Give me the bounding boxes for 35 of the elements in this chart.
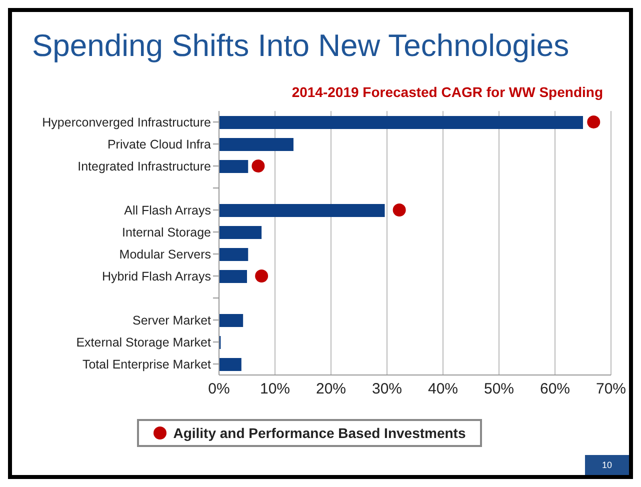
y-tick-label: Hybrid Flash Arrays (102, 269, 211, 284)
point (252, 160, 265, 172)
x-tick-label: 0% (208, 380, 230, 398)
x-tick-label: 70% (596, 380, 626, 398)
x-tick-label: 40% (428, 380, 458, 398)
x-tick-label: 60% (540, 380, 570, 398)
point (392, 204, 406, 216)
chart-title: Spending Shifts Into New Technologies (32, 28, 570, 64)
bar (219, 204, 385, 217)
x-tick-label: 10% (260, 380, 290, 398)
point (255, 270, 268, 282)
chart-subtitle: 2014-2019 Forecasted CAGR for WW Spending (292, 84, 603, 100)
x-tick-label: 20% (316, 380, 346, 398)
bar (219, 160, 248, 173)
x-tick-label: 50% (484, 380, 514, 398)
y-tick-label: Server Market (132, 313, 212, 328)
text: 10 (585, 455, 629, 475)
point (587, 116, 600, 128)
y-tick-label: All Flash Arrays (124, 203, 211, 218)
bar (219, 248, 248, 261)
legend-label: Agility and Performance Based Investments (173, 425, 466, 441)
y-tick-label: Modular Servers (119, 247, 211, 262)
bar (219, 314, 244, 327)
bar (219, 358, 242, 371)
bar (219, 226, 262, 239)
bar (219, 138, 294, 151)
y-tick-label: Internal Storage (122, 225, 212, 240)
x-tick-label: 30% (372, 380, 402, 398)
y-tick-label: Integrated Infrastructure (78, 159, 212, 174)
y-tick-label: Private Cloud Infra (107, 137, 212, 152)
y-tick-label: External Storage Market (76, 335, 212, 350)
bar (219, 116, 583, 129)
y-tick-label: Total Enterprise Market (82, 357, 212, 372)
bar (219, 270, 247, 283)
y-tick-label: Hyperconverged Infrastructure (42, 115, 212, 130)
